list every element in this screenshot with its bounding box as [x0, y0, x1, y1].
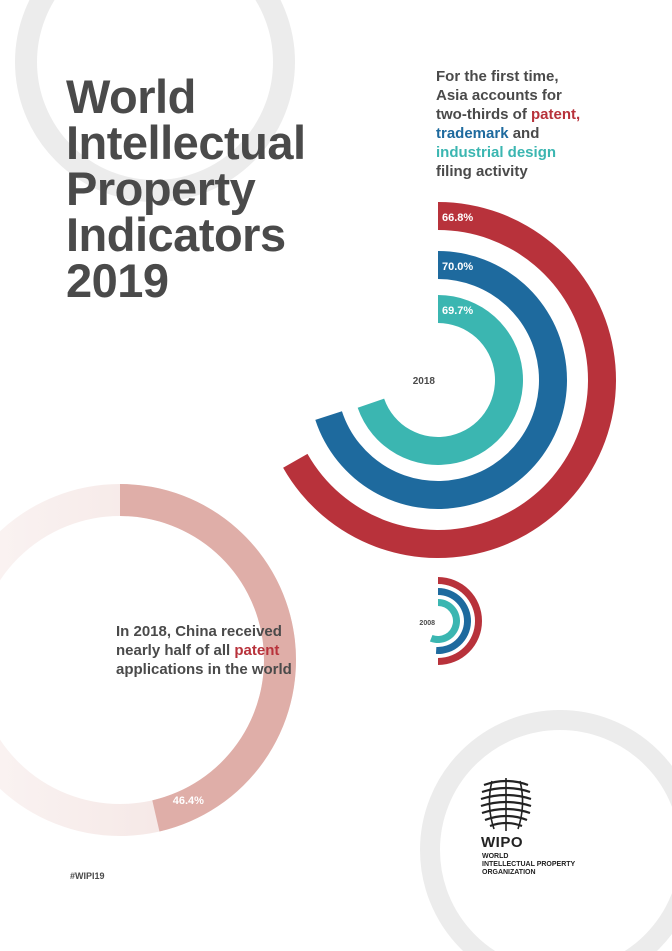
tagline-line-2: Asia accounts for [436, 87, 562, 104]
wipo-globe-icon [480, 778, 532, 831]
china-line-3: applications in the world [116, 661, 292, 678]
tagline-patent: patent, [530, 106, 581, 123]
center-label-2018: 2018 [413, 376, 436, 387]
tagline-industrial-design: industrial design [436, 144, 557, 161]
china-line-2: nearly half of all [116, 642, 235, 659]
radial-chart-2018: 66.8% 70.0% 69.7% 2018 [283, 202, 616, 558]
wipo-full-line-1: WORLD [482, 853, 509, 860]
title-line-2: Intellectual [66, 116, 306, 169]
title-line-5: 2019 [66, 254, 169, 307]
tagline-last: filing activity [436, 163, 528, 180]
wipo-full-line-2: INTELLECTUAL PROPERTY [482, 861, 576, 868]
china-patent: patent [234, 642, 280, 659]
2008-patent-arc [438, 577, 482, 665]
2018-industrial-design-arc [357, 295, 523, 465]
wipo-full-name: WORLD INTELLECTUAL PROPERTY ORGANIZATION [482, 853, 575, 877]
china-donut-chart: 46.4% [0, 484, 297, 836]
asia-tagline: For the first time, Asia accounts for tw… [436, 67, 580, 181]
hashtag: #WIPI19 [70, 871, 105, 881]
tagline-line-3: two-thirds of [436, 106, 531, 123]
decor-ring-bottom [420, 710, 672, 951]
title-line-3: Property [66, 162, 256, 215]
wipo-full-line-3: ORGANIZATION [482, 869, 536, 876]
2018-trademark-label: 70.0% [442, 261, 473, 273]
wipo-name: WIPO [481, 834, 523, 851]
page-title: World Intellectual Property Indicators 2… [66, 70, 306, 307]
tagline-line-1: For the first time, [436, 68, 559, 85]
title-line-4: Indicators [66, 208, 286, 261]
2018-trademark-arc [315, 251, 567, 510]
china-share-arc [120, 484, 297, 832]
2008-industrial-design-arc [429, 599, 461, 643]
tagline-and: and [508, 125, 540, 142]
china-caption: In 2018, China received nearly half of a… [116, 622, 292, 679]
2018-industrial-design-label: 69.7% [442, 305, 473, 317]
2008-trademark-arc [435, 588, 471, 654]
radial-chart-2008: 2008 [419, 577, 482, 665]
tagline-trademark: trademark [436, 125, 509, 142]
2018-patent-label: 66.8% [442, 212, 473, 224]
center-label-2008: 2008 [419, 620, 435, 627]
decor-ring-top [15, 0, 295, 202]
title-line-1: World [66, 70, 196, 123]
china-share-label: 46.4% [173, 795, 204, 807]
china-line-1: In 2018, China received [116, 623, 282, 640]
